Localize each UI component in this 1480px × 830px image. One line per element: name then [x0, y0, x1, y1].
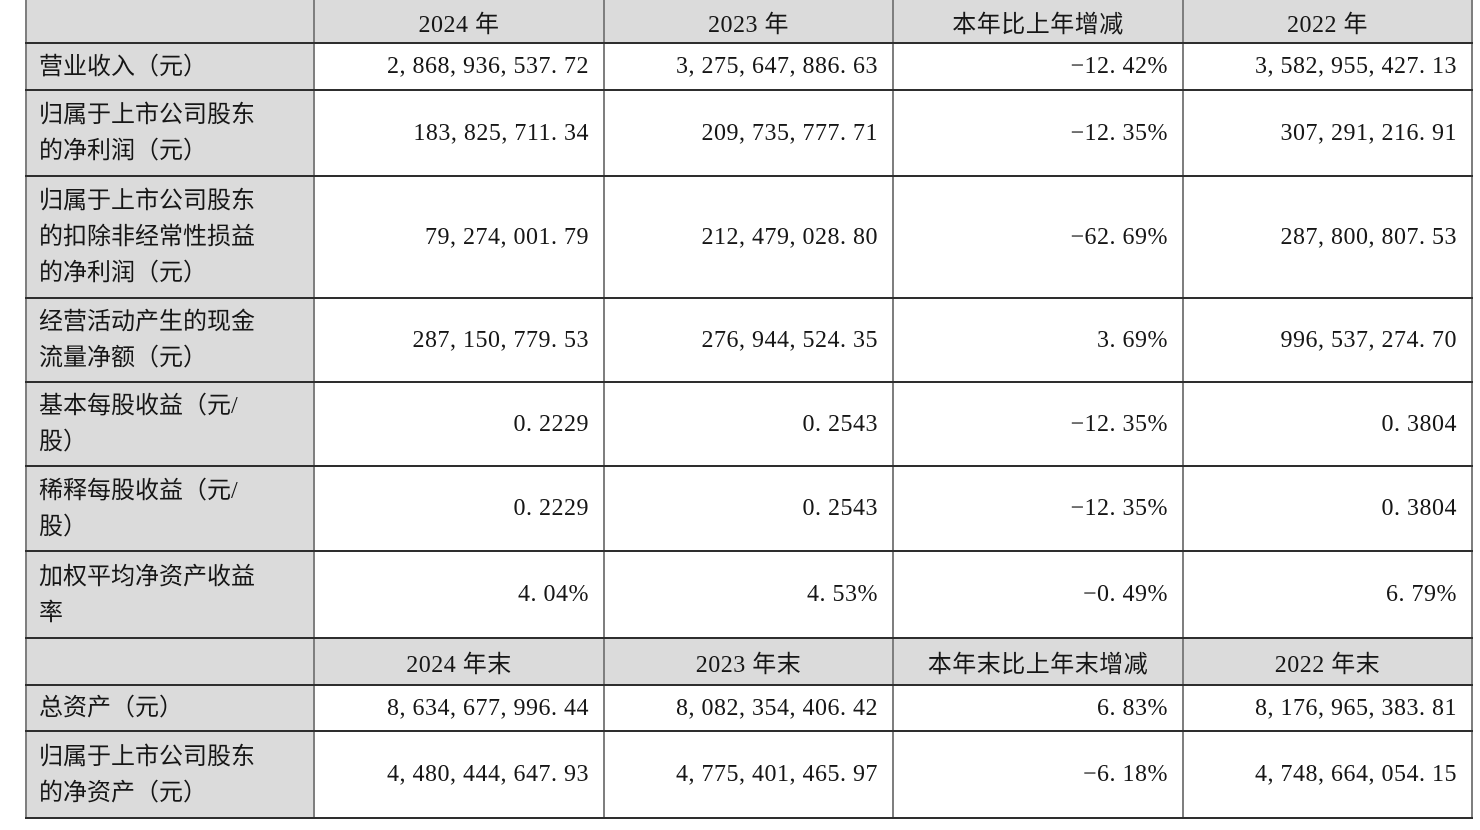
cell-value: 287, 800, 807. 53	[1182, 175, 1473, 299]
cell-value: 276, 944, 524. 35	[603, 297, 894, 383]
cell-value: −12. 35%	[892, 465, 1184, 552]
cell-value: 287, 150, 779. 53	[313, 297, 605, 383]
cell-value: −0. 49%	[892, 550, 1184, 639]
cell-value: 0. 3804	[1182, 465, 1473, 552]
cell-value: 4, 775, 401, 465. 97	[603, 730, 894, 819]
header-cell-blank	[25, 637, 315, 686]
row-label: 归属于上市公司股东 的净利润（元）	[25, 89, 315, 177]
header-row-annual: 2024 年 2023 年 本年比上年增减 2022 年	[25, 0, 1473, 44]
table-row-weighted-avg-roe: 加权平均净资产收益 率 4. 04% 4. 53% −0. 49% 6. 79%	[25, 550, 1473, 639]
header-cell-2023-yearend: 2023 年末	[603, 637, 894, 686]
cell-value: 183, 825, 711. 34	[313, 89, 605, 177]
cell-value: −12. 35%	[892, 381, 1184, 467]
financial-summary-table: 2024 年 2023 年 本年比上年增减 2022 年 营业收入（元） 2, …	[25, 0, 1473, 819]
row-label: 归属于上市公司股东 的扣除非经常性损益 的净利润（元）	[25, 175, 315, 299]
cell-value: 4. 04%	[313, 550, 605, 639]
cell-value: 0. 2543	[603, 381, 894, 467]
row-label: 稀释每股收益（元/ 股）	[25, 465, 315, 552]
cell-value: −12. 35%	[892, 89, 1184, 177]
cell-value: 996, 537, 274. 70	[1182, 297, 1473, 383]
cell-value: 8, 082, 354, 406. 42	[603, 684, 894, 732]
cell-value: 8, 634, 677, 996. 44	[313, 684, 605, 732]
row-label: 加权平均净资产收益 率	[25, 550, 315, 639]
header-cell-yoy-change: 本年比上年增减	[892, 0, 1184, 44]
table-row-operating-revenue: 营业收入（元） 2, 868, 936, 537. 72 3, 275, 647…	[25, 42, 1473, 91]
row-label: 基本每股收益（元/ 股）	[25, 381, 315, 467]
cell-value: 6. 79%	[1182, 550, 1473, 639]
row-label: 归属于上市公司股东 的净资产（元）	[25, 730, 315, 819]
header-cell-yearend-change: 本年末比上年末增减	[892, 637, 1184, 686]
table-row-total-assets: 总资产（元） 8, 634, 677, 996. 44 8, 082, 354,…	[25, 684, 1473, 732]
row-label: 总资产（元）	[25, 684, 315, 732]
cell-value: 209, 735, 777. 71	[603, 89, 894, 177]
cell-value: 3, 275, 647, 886. 63	[603, 42, 894, 91]
header-cell-blank	[25, 0, 315, 44]
table-row-net-assets: 归属于上市公司股东 的净资产（元） 4, 480, 444, 647. 93 4…	[25, 730, 1473, 819]
cell-value: 6. 83%	[892, 684, 1184, 732]
table-row-net-profit-excl-nonrecurring: 归属于上市公司股东 的扣除非经常性损益 的净利润（元） 79, 274, 001…	[25, 175, 1473, 299]
header-cell-2022-yearend: 2022 年末	[1182, 637, 1473, 686]
header-cell-2024-yearend: 2024 年末	[313, 637, 605, 686]
cell-value: −62. 69%	[892, 175, 1184, 299]
cell-value: −12. 42%	[892, 42, 1184, 91]
cell-value: 0. 3804	[1182, 381, 1473, 467]
row-label: 营业收入（元）	[25, 42, 315, 91]
cell-value: 4, 480, 444, 647. 93	[313, 730, 605, 819]
cell-value: −6. 18%	[892, 730, 1184, 819]
cell-value: 79, 274, 001. 79	[313, 175, 605, 299]
cell-value: 4. 53%	[603, 550, 894, 639]
cell-value: 0. 2229	[313, 381, 605, 467]
table-row-diluted-eps: 稀释每股收益（元/ 股） 0. 2229 0. 2543 −12. 35% 0.…	[25, 465, 1473, 552]
table-row-net-profit: 归属于上市公司股东 的净利润（元） 183, 825, 711. 34 209,…	[25, 89, 1473, 177]
cell-value: 3. 69%	[892, 297, 1184, 383]
cell-value: 3, 582, 955, 427. 13	[1182, 42, 1473, 91]
header-cell-2022: 2022 年	[1182, 0, 1473, 44]
table-row-operating-cash-flow: 经营活动产生的现金 流量净额（元） 287, 150, 779. 53 276,…	[25, 297, 1473, 383]
header-row-yearend: 2024 年末 2023 年末 本年末比上年末增减 2022 年末	[25, 637, 1473, 686]
financial-summary: 2024 年 2023 年 本年比上年增减 2022 年 营业收入（元） 2, …	[25, 0, 1473, 819]
cell-value: 0. 2229	[313, 465, 605, 552]
cell-value: 8, 176, 965, 383. 81	[1182, 684, 1473, 732]
cell-value: 0. 2543	[603, 465, 894, 552]
header-cell-2024: 2024 年	[313, 0, 605, 44]
cell-value: 2, 868, 936, 537. 72	[313, 42, 605, 91]
header-cell-2023: 2023 年	[603, 0, 894, 44]
cell-value: 4, 748, 664, 054. 15	[1182, 730, 1473, 819]
row-label: 经营活动产生的现金 流量净额（元）	[25, 297, 315, 383]
cell-value: 212, 479, 028. 80	[603, 175, 894, 299]
cell-value: 307, 291, 216. 91	[1182, 89, 1473, 177]
table-row-basic-eps: 基本每股收益（元/ 股） 0. 2229 0. 2543 −12. 35% 0.…	[25, 381, 1473, 467]
